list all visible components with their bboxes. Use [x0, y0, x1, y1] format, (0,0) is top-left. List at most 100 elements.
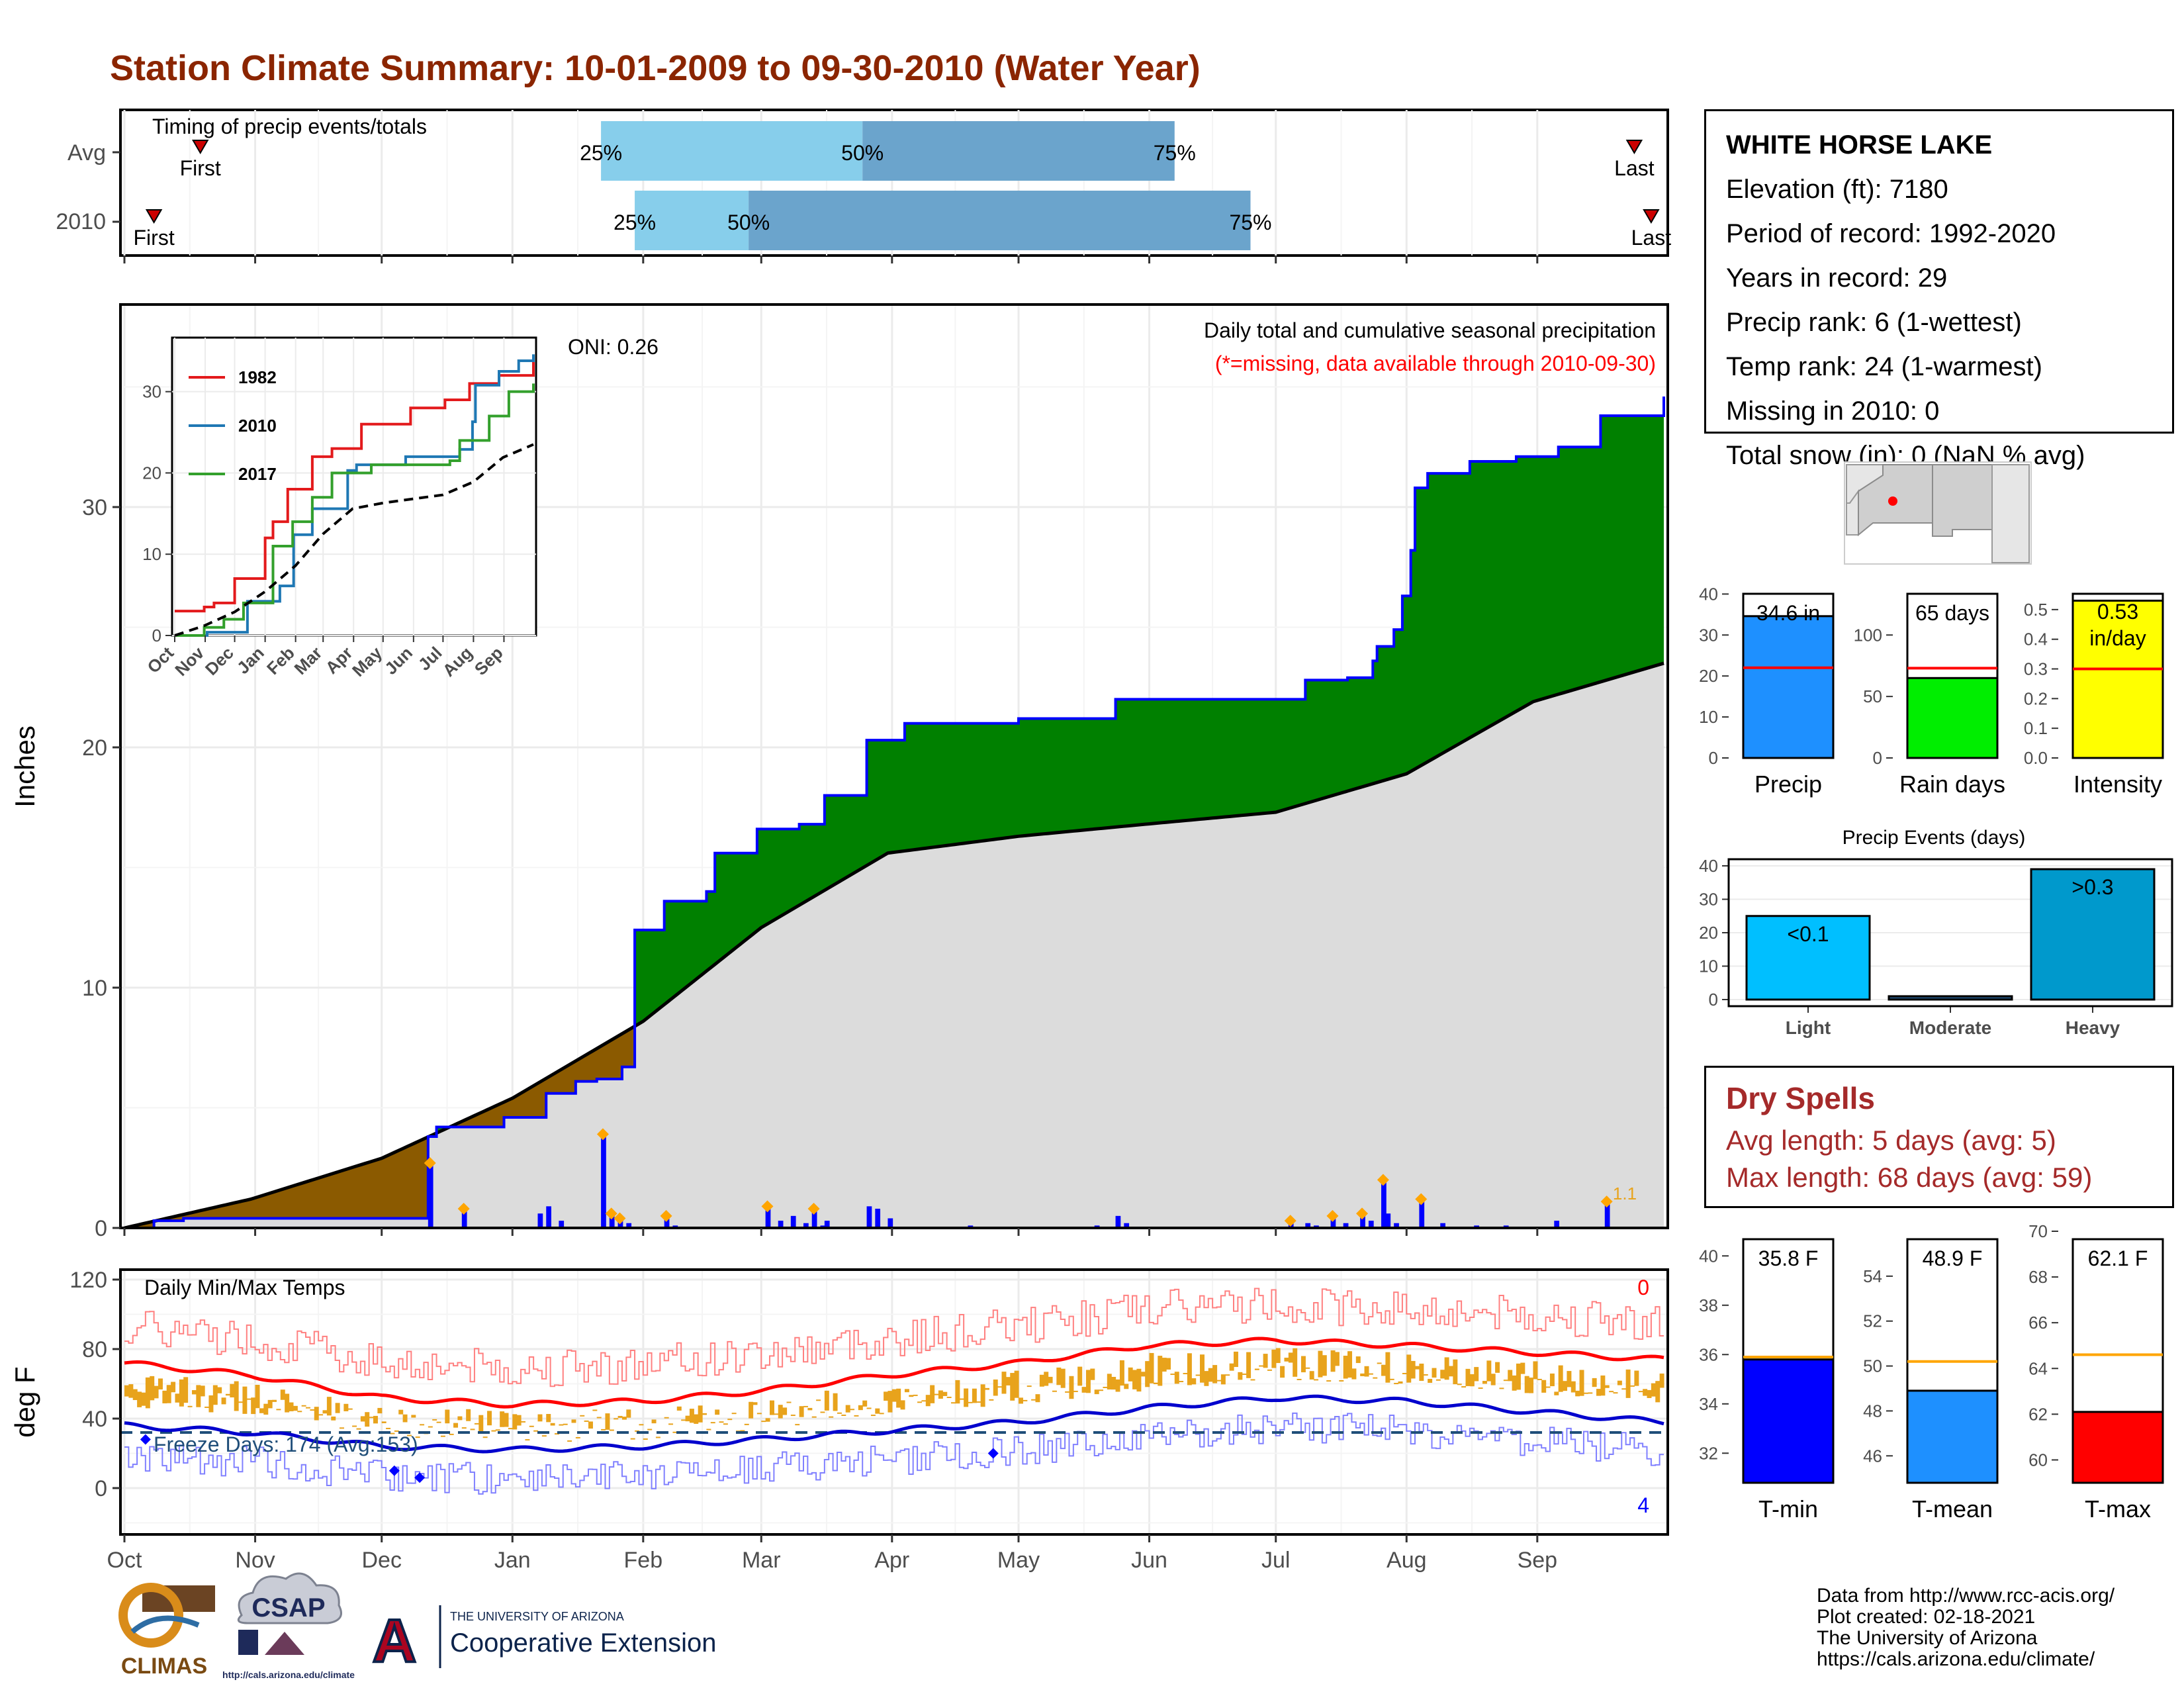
precip-y-tick-label: 20: [82, 735, 107, 761]
daily-temp-bar: [609, 1429, 614, 1431]
daily-temp-bar: [1613, 1392, 1618, 1394]
month-label-may: May: [997, 1548, 1040, 1573]
daily-temp-bar: [1368, 1373, 1373, 1375]
daily-temp-bar: [1300, 1356, 1306, 1373]
bar-y-tick-label-t-mean: 50: [1863, 1356, 1882, 1376]
daily-temp-bar: [1432, 1368, 1437, 1378]
daily-temp-bar: [676, 1406, 682, 1411]
map-state-texas: [1991, 464, 2030, 563]
daily-temp-bar: [1099, 1389, 1104, 1391]
bar-y-tick-label-rain-days: 50: [1863, 686, 1882, 706]
credit-plot-created: Plot created: 02-18-2021: [1817, 1606, 2036, 1628]
daily-temp-bar: [415, 1436, 420, 1438]
events-category-light: Light: [1786, 1017, 1831, 1038]
bar-title-rain-days: Rain days: [1899, 771, 2005, 798]
daily-temp-bar: [1271, 1349, 1277, 1368]
daily-precip-bar: [1419, 1199, 1425, 1228]
daily-temp-bar: [154, 1385, 159, 1399]
precip-y-tick-label: 30: [82, 495, 107, 520]
daily-temp-bar: [158, 1378, 163, 1390]
daily-temp-bar: [1187, 1353, 1192, 1385]
daily-temp-bar: [1254, 1368, 1259, 1370]
daily-temp-bar: [1373, 1377, 1378, 1379]
dry-spells-title: Dry Spells: [1726, 1081, 1875, 1115]
daily-temp-bar: [1161, 1358, 1167, 1372]
daily-temp-bar: [1604, 1385, 1610, 1388]
daily-temp-bar: [1314, 1379, 1319, 1381]
daily-temp-bar: [179, 1379, 184, 1407]
daily-temp-bar: [1318, 1350, 1323, 1378]
daily-temp-bar: [445, 1409, 450, 1424]
daily-temp-bar: [200, 1385, 205, 1397]
daily-temp-bar: [1474, 1367, 1479, 1382]
daily-temp-bar: [1440, 1370, 1445, 1379]
bar-title-intensity: Intensity: [2073, 771, 2162, 798]
daily-temp-bar: [386, 1427, 391, 1429]
daily-temp-bar: [790, 1415, 796, 1417]
daily-temp-bar: [1410, 1360, 1416, 1379]
dry-spells-box: Dry Spells Avg length: 5 days (avg: 5) M…: [1704, 1066, 2174, 1208]
daily-temp-bar: [297, 1411, 302, 1413]
daily-temp-bar: [1284, 1357, 1289, 1362]
daily-temp-bar: [1545, 1386, 1551, 1388]
bar-y-tick-label-intensity: 0.2: [2024, 688, 2048, 708]
temp-y-tick-label: 0: [95, 1476, 107, 1501]
inset-y-tick-label: 20: [142, 463, 161, 483]
daily-temp-bar: [968, 1401, 973, 1403]
bar-value-label-t-min: 35.8 F: [1758, 1246, 1819, 1270]
daily-temp-bar: [1010, 1373, 1015, 1401]
daily-temp-bar: [1191, 1378, 1197, 1385]
daily-temp-bar: [537, 1414, 543, 1422]
daily-temp-bar: [504, 1413, 509, 1427]
bar-y-tick-label-precip: 30: [1699, 625, 1718, 645]
daily-temp-bar: [1216, 1380, 1222, 1382]
timing-first-label-avg: First: [180, 156, 221, 180]
bar-y-tick-label-rain-days: 0: [1873, 748, 1882, 768]
daily-temp-bar: [1634, 1370, 1639, 1386]
precip-panel-frame: [119, 303, 1669, 1229]
daily-temp-bar: [655, 1436, 660, 1438]
daily-precip-bar: [875, 1208, 881, 1228]
daily-temp-bar: [689, 1409, 694, 1423]
daily-temp-bar: [1617, 1380, 1622, 1385]
daily-temp-bar: [373, 1415, 378, 1424]
avg-tmin-line: [124, 1394, 1664, 1454]
timing-bars: [601, 121, 1251, 250]
daily-temp-bar: [1583, 1392, 1588, 1394]
inset-legend-label-2017: 2017: [238, 464, 277, 484]
daily-temp-bar: [381, 1421, 387, 1423]
daily-precip-bar: [790, 1215, 796, 1228]
daily-temp-bar: [896, 1388, 901, 1408]
daily-temp-bar: [765, 1418, 770, 1422]
daily-temp-bar: [495, 1429, 500, 1431]
event-marker: [1356, 1207, 1369, 1220]
daily-temp-bar: [187, 1405, 193, 1407]
daily-temp-bar: [1229, 1363, 1234, 1371]
daily-temp-bar: [1103, 1386, 1108, 1388]
daily-temp-bar: [1322, 1355, 1327, 1376]
daily-temp-bar: [212, 1385, 218, 1405]
bar-value-t-min: [1742, 1358, 1835, 1484]
bar-panel-t-max: 62.1 F 60 62 64 66 68 70 T-max: [2028, 1221, 2177, 1523]
daily-temp-bar: [1233, 1351, 1238, 1368]
daily-temp-bar: [1389, 1378, 1394, 1380]
daily-temp-bar: [1596, 1389, 1602, 1396]
daily-temp-bar: [533, 1430, 539, 1432]
daily-temp-bar: [1647, 1389, 1652, 1398]
daily-temp-bar: [1570, 1381, 1576, 1393]
month-label-aug: Aug: [1387, 1548, 1427, 1573]
csap-logo-text: CSAP: [251, 1593, 325, 1622]
daily-temp-bar: [500, 1411, 505, 1427]
daily-temp-bar: [580, 1415, 585, 1417]
daily-temp-bar: [1128, 1367, 1133, 1382]
daily-precip-bar: [546, 1206, 551, 1228]
freeze-day-marker: [140, 1434, 151, 1445]
daily-temp-bar: [1355, 1356, 1361, 1364]
daily-temp-bar: [850, 1409, 855, 1411]
daily-precip-bar: [803, 1223, 809, 1228]
daily-precip-bar: [537, 1213, 543, 1228]
daily-temp-bar: [356, 1428, 361, 1430]
ua-logo-letter: A: [373, 1607, 416, 1675]
daily-temp-bar: [672, 1431, 678, 1433]
daily-temp-bar: [1035, 1394, 1040, 1403]
